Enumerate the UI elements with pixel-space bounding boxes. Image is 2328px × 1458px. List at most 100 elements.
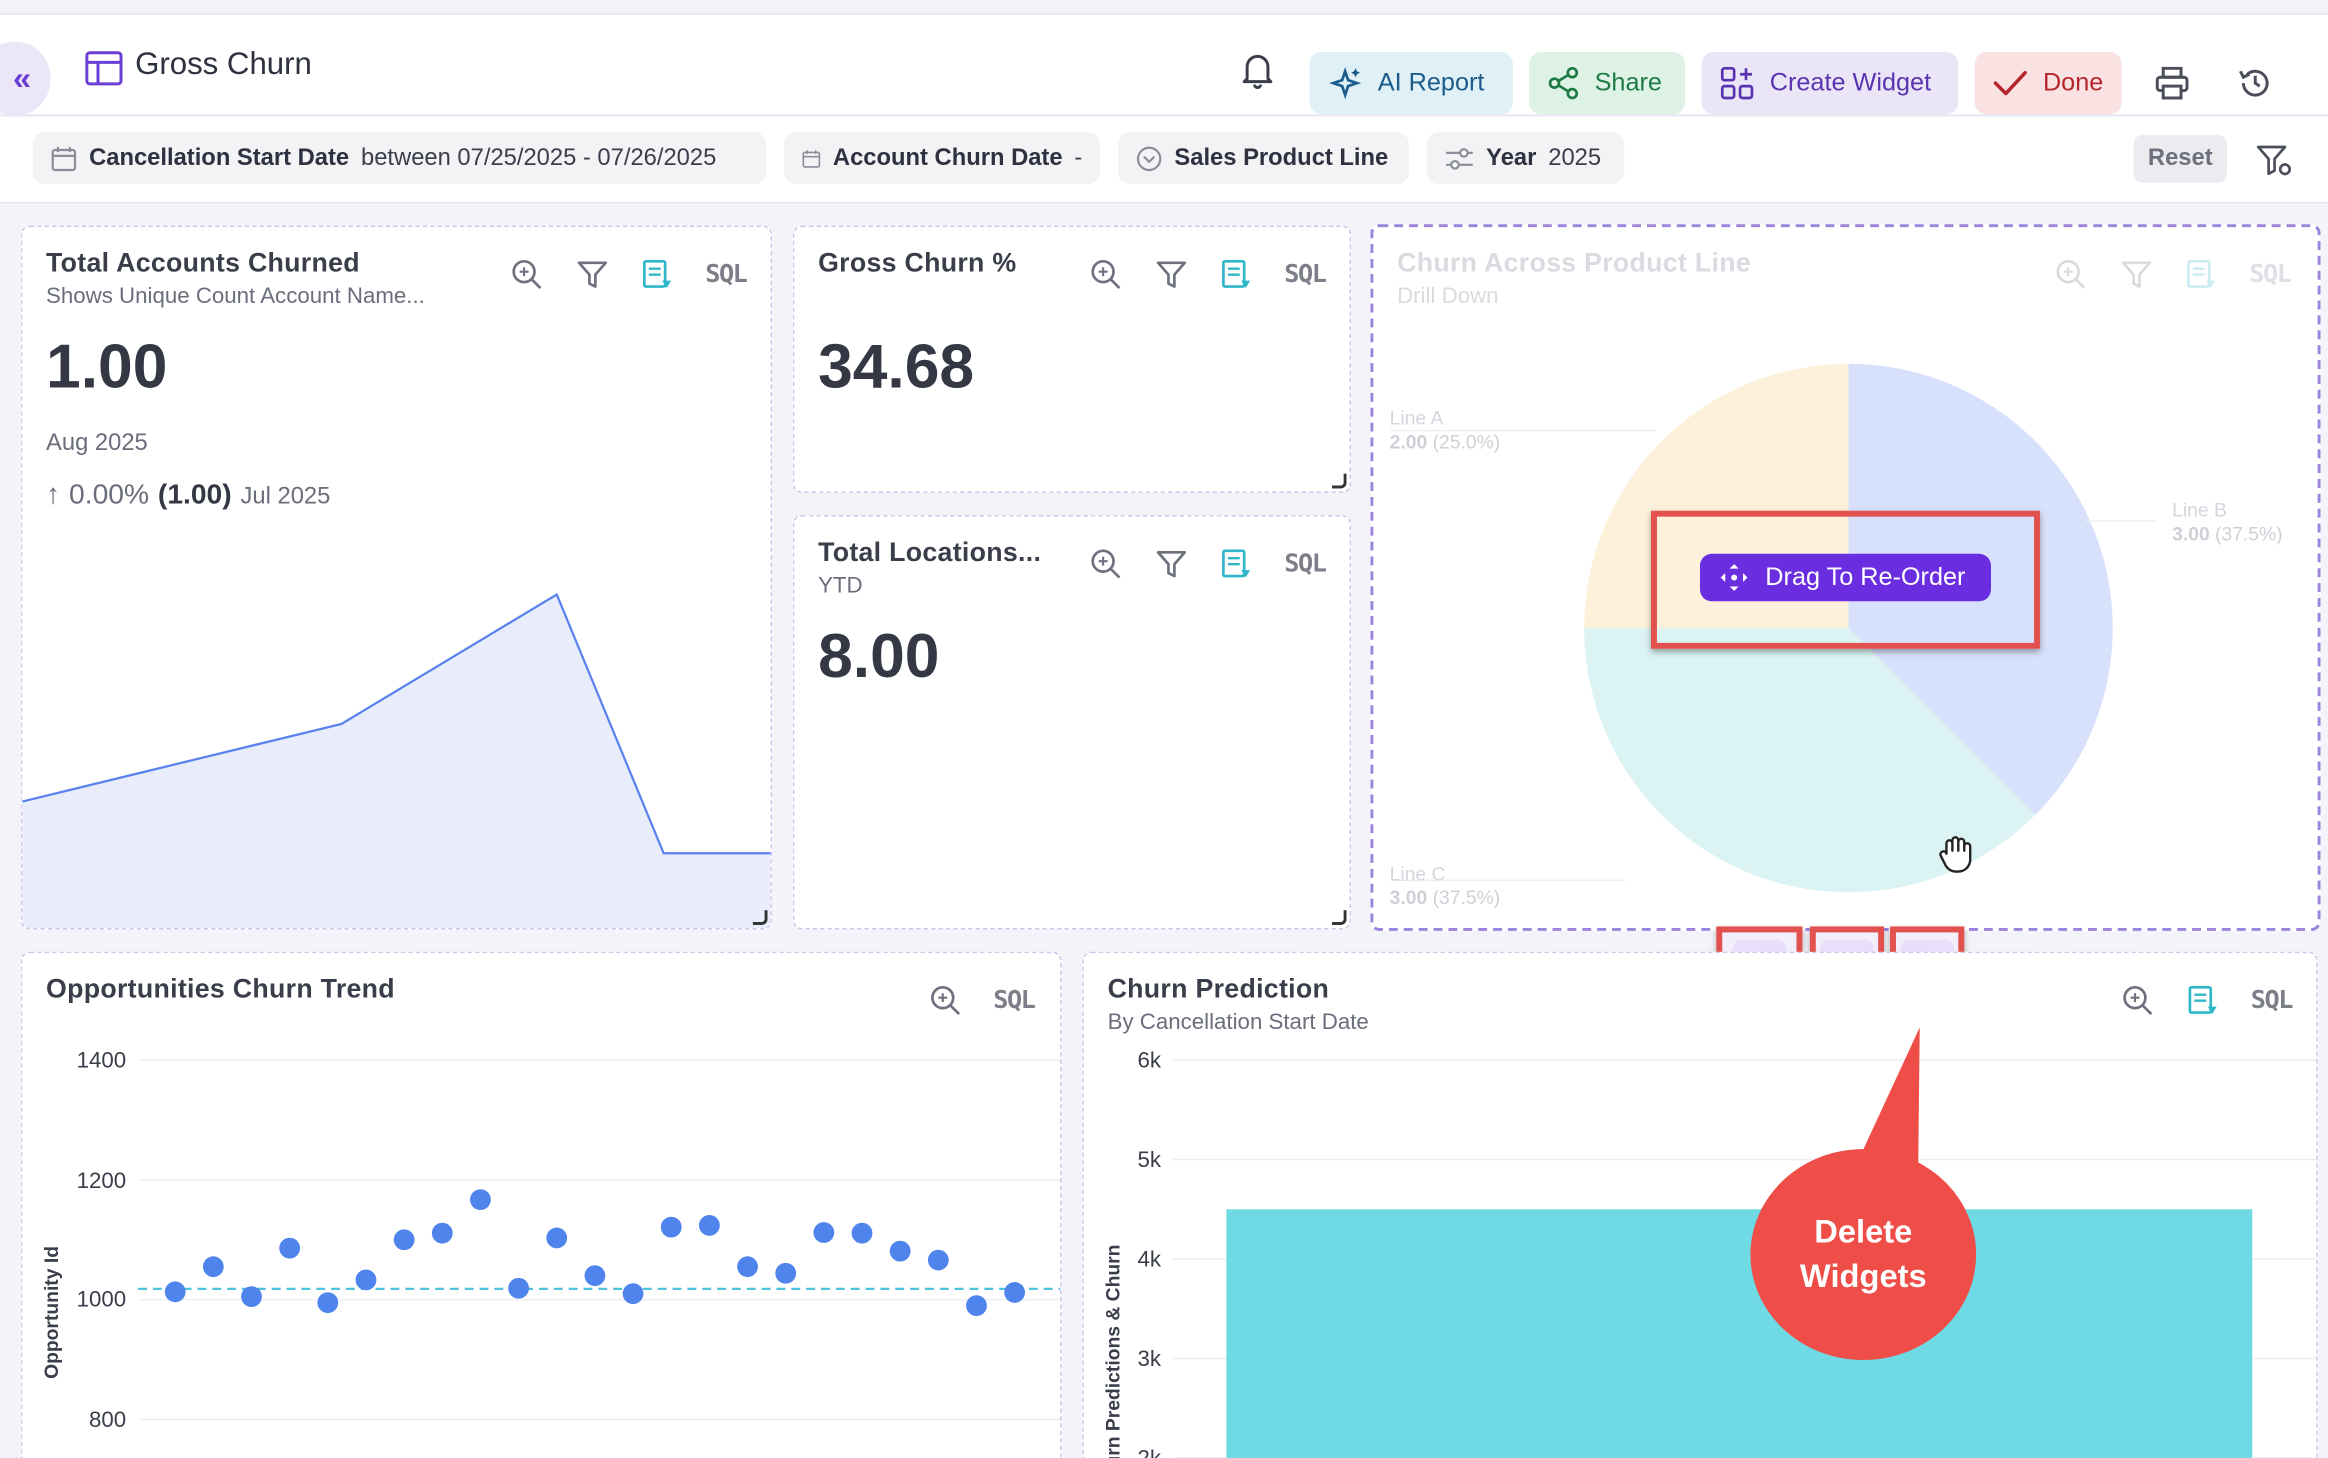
kpi-value: 1.00 bbox=[46, 331, 168, 401]
filter-icon[interactable] bbox=[1154, 546, 1190, 582]
widget-subtitle: Drill Down bbox=[1397, 283, 1499, 309]
scatter-point[interactable] bbox=[164, 1281, 186, 1303]
widget-title: Total Locations... bbox=[818, 537, 1042, 568]
widget-churn-prediction[interactable]: Churn Prediction By Cancellation Start D… bbox=[1082, 951, 2318, 1458]
scatter-point[interactable] bbox=[813, 1222, 835, 1243]
callout-pointer bbox=[1855, 1027, 1920, 1166]
resize-handle[interactable] bbox=[1331, 473, 1347, 489]
scatter-point[interactable] bbox=[737, 1256, 758, 1278]
slice-pct-label: (37.5%) bbox=[1433, 888, 1501, 909]
widget-total-accounts-churned[interactable]: Total Accounts Churned Shows Unique Coun… bbox=[20, 225, 773, 930]
done-button[interactable]: Done bbox=[1974, 51, 2122, 115]
history-icon[interactable] bbox=[2237, 65, 2273, 101]
data-table-icon[interactable] bbox=[2184, 257, 2220, 293]
resize-handle[interactable] bbox=[752, 910, 768, 925]
data-table-icon[interactable] bbox=[640, 257, 676, 293]
scatter-point[interactable] bbox=[622, 1283, 644, 1305]
pie-slice[interactable] bbox=[1584, 628, 2036, 893]
widget-gross-churn-pct[interactable]: Gross Churn % SQL 34.68 bbox=[792, 225, 1352, 493]
bar[interactable] bbox=[1226, 1209, 2253, 1458]
zoom-icon[interactable] bbox=[509, 257, 545, 293]
sql-button[interactable]: SQL bbox=[2249, 259, 2292, 290]
collapse-sidebar-button[interactable]: « bbox=[0, 41, 51, 116]
y-axis-label: Churn Predictions & Churn bbox=[1103, 1245, 1124, 1458]
data-table-icon[interactable] bbox=[1219, 546, 1255, 582]
area-fill bbox=[22, 594, 771, 928]
widget-toolbar: SQL bbox=[2053, 257, 2292, 293]
scatter-point[interactable] bbox=[355, 1269, 377, 1291]
filter-icon[interactable] bbox=[575, 257, 611, 293]
scatter-point[interactable] bbox=[584, 1265, 606, 1287]
scatter-point[interactable] bbox=[279, 1237, 301, 1259]
sql-button[interactable]: SQL bbox=[1284, 549, 1327, 580]
zoom-icon[interactable] bbox=[928, 983, 964, 1019]
y-tick-label: 4k bbox=[1138, 1246, 1162, 1271]
scatter-point[interactable] bbox=[927, 1249, 949, 1271]
resize-handle[interactable] bbox=[1331, 910, 1347, 925]
sql-button[interactable]: SQL bbox=[1284, 259, 1327, 290]
scatter-point[interactable] bbox=[1004, 1282, 1026, 1303]
data-table-icon[interactable] bbox=[2185, 983, 2221, 1019]
filter-icon[interactable] bbox=[2119, 257, 2155, 293]
scatter-point[interactable] bbox=[508, 1277, 529, 1299]
filter-bar: Cancellation Start Date between 07/25/20… bbox=[0, 117, 2328, 204]
chevron-down-circle-icon bbox=[1136, 145, 1162, 171]
scatter-point[interactable] bbox=[241, 1286, 262, 1308]
widget-toolbar: SQL bbox=[1088, 546, 1327, 582]
widget-total-locations[interactable]: Total Locations... YTD SQL 8.00 bbox=[792, 515, 1352, 930]
data-table-icon[interactable] bbox=[1219, 257, 1255, 293]
scatter-point[interactable] bbox=[470, 1189, 491, 1210]
widget-title: Total Accounts Churned bbox=[46, 247, 360, 278]
scatter-point[interactable] bbox=[698, 1214, 720, 1236]
filter-sales-product-line[interactable]: Sales Product Line bbox=[1117, 132, 1409, 185]
kpi-value: 34.68 bbox=[818, 331, 975, 401]
slice-pct-label: (37.5%) bbox=[2215, 524, 2283, 545]
delta-period: Jul 2025 bbox=[240, 484, 331, 510]
reset-button[interactable]: Reset bbox=[2133, 135, 2228, 183]
grab-cursor-icon bbox=[1939, 836, 1972, 873]
scatter-point[interactable] bbox=[317, 1292, 339, 1313]
filter-settings-icon[interactable] bbox=[2255, 143, 2294, 179]
y-axis-label: Opportunity Id bbox=[42, 1246, 63, 1379]
widget-subtitle: By Cancellation Start Date bbox=[1107, 1009, 1369, 1035]
scatter-point[interactable] bbox=[546, 1227, 568, 1249]
share-button[interactable]: Share bbox=[1529, 51, 1686, 115]
filter-value: - bbox=[1074, 144, 1083, 170]
zoom-icon[interactable] bbox=[2053, 257, 2089, 293]
sql-button[interactable]: SQL bbox=[993, 985, 1036, 1016]
filter-account-churn-date[interactable]: Account Churn Date - bbox=[783, 132, 1101, 185]
bell-icon[interactable] bbox=[1240, 50, 1276, 90]
kpi-period: Aug 2025 bbox=[46, 430, 148, 456]
zoom-icon[interactable] bbox=[1088, 257, 1124, 293]
scatter-point[interactable] bbox=[889, 1240, 911, 1262]
create-widget-button[interactable]: Create Widget bbox=[1701, 51, 1959, 115]
filter-cancellation-start-date[interactable]: Cancellation Start Date between 07/25/20… bbox=[32, 132, 767, 185]
scatter-point[interactable] bbox=[202, 1256, 224, 1278]
y-tick-label: 5k bbox=[1138, 1147, 1162, 1172]
drag-highlight-box bbox=[1650, 510, 2040, 649]
drag-to-reorder-handle[interactable]: Drag To Re-Order bbox=[1699, 553, 1991, 602]
header-bar: « Gross Churn AI Report bbox=[0, 14, 2328, 116]
slice-name-label: Line B bbox=[2172, 501, 2227, 522]
sparkles-icon bbox=[1329, 67, 1362, 100]
widget-opportunities-churn-trend[interactable]: Opportunities Churn Trend SQL 1400 1200 … bbox=[20, 951, 1062, 1458]
scatter-point[interactable] bbox=[966, 1295, 987, 1316]
delete-widgets-callout: Delete Widgets bbox=[1750, 1149, 1977, 1360]
scatter-point[interactable] bbox=[431, 1222, 453, 1244]
ai-report-button[interactable]: AI Report bbox=[1309, 51, 1513, 115]
calendar-icon bbox=[802, 149, 821, 167]
scatter-point[interactable] bbox=[851, 1222, 873, 1244]
filter-icon[interactable] bbox=[1154, 257, 1190, 293]
sql-button[interactable]: SQL bbox=[705, 259, 748, 290]
area-line bbox=[22, 592, 771, 855]
ai-report-label: AI Report bbox=[1377, 68, 1485, 97]
print-icon[interactable] bbox=[2154, 66, 2190, 100]
kpi-value: 8.00 bbox=[818, 620, 940, 691]
filter-year[interactable]: Year 2025 bbox=[1426, 132, 1625, 185]
scatter-point[interactable] bbox=[775, 1262, 797, 1284]
sql-button[interactable]: SQL bbox=[2250, 985, 2294, 1016]
scatter-point[interactable] bbox=[660, 1216, 682, 1238]
zoom-icon[interactable] bbox=[2120, 983, 2156, 1019]
scatter-point[interactable] bbox=[393, 1229, 415, 1251]
zoom-icon[interactable] bbox=[1088, 546, 1124, 582]
